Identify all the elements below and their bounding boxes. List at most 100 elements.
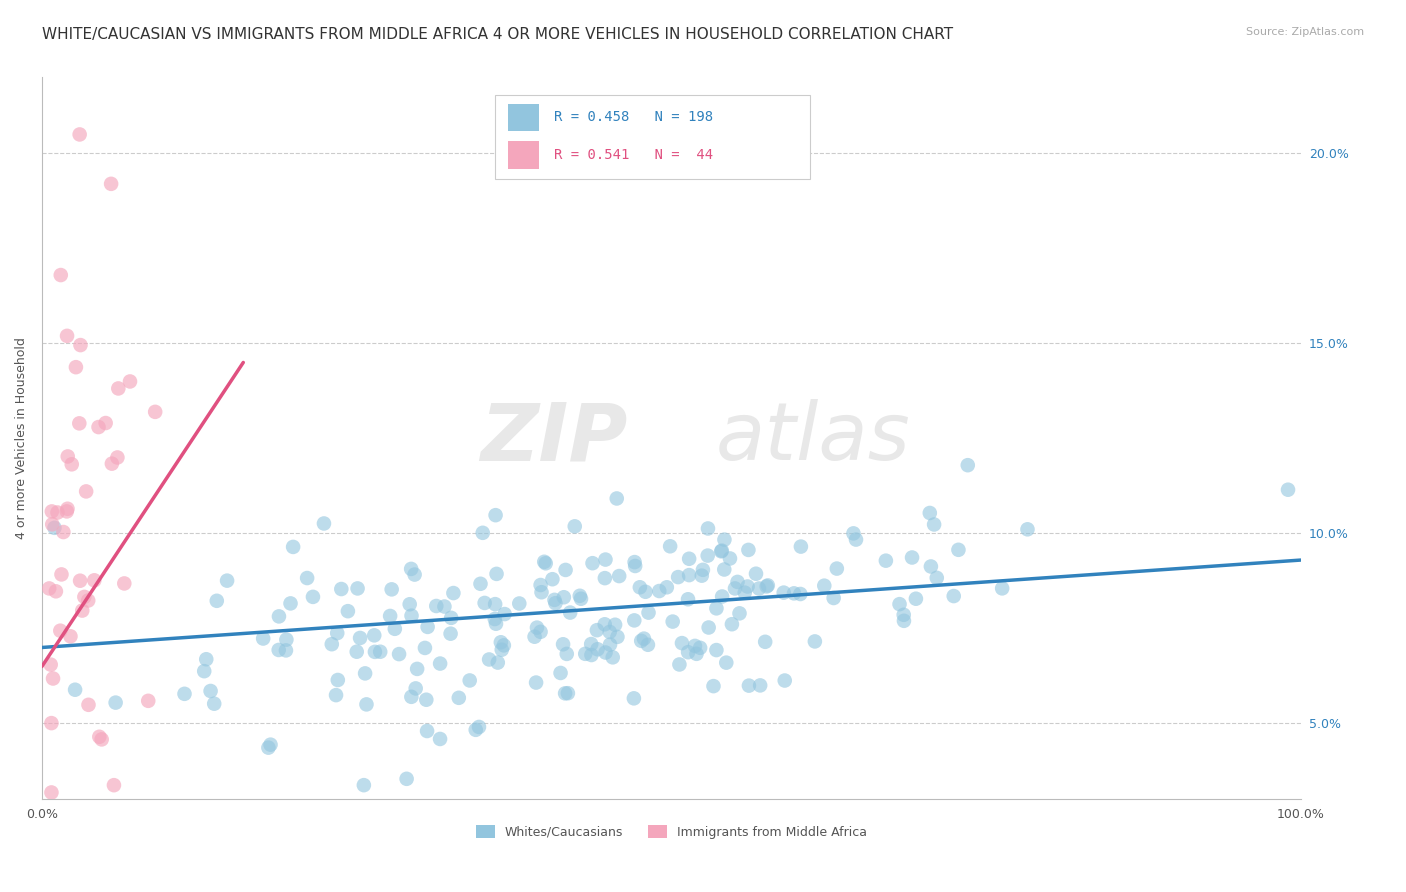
Point bbox=[326, 673, 349, 687]
Point bbox=[59, 629, 82, 643]
Point bbox=[447, 690, 470, 705]
Point bbox=[486, 656, 509, 670]
Point bbox=[748, 582, 770, 596]
Point bbox=[321, 637, 343, 651]
Point bbox=[267, 643, 290, 657]
Point bbox=[523, 630, 546, 644]
Point bbox=[77, 593, 100, 607]
Point bbox=[38, 582, 60, 596]
Point bbox=[405, 681, 427, 696]
Point bbox=[607, 569, 630, 583]
Point bbox=[94, 416, 117, 430]
Point bbox=[433, 599, 456, 614]
Point bbox=[416, 620, 439, 634]
Point bbox=[252, 632, 274, 646]
Point bbox=[39, 657, 62, 672]
Point bbox=[526, 621, 548, 635]
Point bbox=[630, 633, 652, 648]
FancyBboxPatch shape bbox=[508, 103, 538, 131]
Point bbox=[637, 606, 659, 620]
Point bbox=[56, 329, 79, 343]
Point bbox=[623, 613, 645, 627]
Point bbox=[689, 640, 711, 655]
Point bbox=[713, 562, 735, 576]
Legend: Whites/Caucasians, Immigrants from Middle Africa: Whites/Caucasians, Immigrants from Middl… bbox=[471, 820, 872, 844]
Point bbox=[41, 716, 63, 731]
Point bbox=[89, 730, 111, 744]
Point bbox=[399, 562, 422, 576]
Point bbox=[67, 417, 90, 431]
Point bbox=[415, 692, 437, 706]
Point bbox=[336, 604, 359, 618]
Point bbox=[599, 638, 621, 652]
Point bbox=[595, 646, 617, 660]
Point bbox=[491, 642, 513, 657]
Point bbox=[77, 698, 100, 712]
Point bbox=[302, 590, 325, 604]
Point bbox=[773, 673, 796, 688]
Point bbox=[66, 822, 89, 836]
Point bbox=[474, 596, 496, 610]
Point bbox=[922, 517, 945, 532]
Point bbox=[550, 665, 572, 680]
Point bbox=[697, 620, 720, 634]
Point bbox=[593, 571, 616, 585]
Point bbox=[606, 630, 628, 644]
Point bbox=[564, 519, 586, 533]
Point bbox=[326, 626, 349, 640]
Point bbox=[107, 381, 129, 395]
Point bbox=[346, 645, 368, 659]
FancyBboxPatch shape bbox=[508, 141, 538, 169]
Point bbox=[349, 631, 371, 645]
Point bbox=[107, 450, 129, 465]
Point bbox=[623, 691, 645, 706]
Point bbox=[353, 778, 375, 792]
Point bbox=[63, 682, 86, 697]
Point bbox=[918, 506, 941, 520]
Point bbox=[721, 617, 744, 632]
Point bbox=[1017, 522, 1039, 536]
Point bbox=[364, 645, 387, 659]
Point bbox=[200, 684, 222, 698]
Point bbox=[745, 566, 768, 581]
Point bbox=[659, 539, 682, 553]
Point bbox=[56, 501, 79, 516]
Point bbox=[581, 556, 603, 570]
Point bbox=[678, 568, 700, 582]
Point bbox=[557, 686, 579, 700]
Point bbox=[789, 587, 811, 601]
Point bbox=[49, 268, 72, 282]
Point bbox=[586, 642, 609, 657]
Point bbox=[395, 772, 418, 786]
Point bbox=[267, 609, 290, 624]
Point bbox=[530, 578, 553, 592]
Point bbox=[671, 636, 693, 650]
Point bbox=[756, 578, 779, 592]
Point bbox=[494, 607, 516, 621]
Point bbox=[574, 647, 596, 661]
Point bbox=[274, 643, 297, 657]
Point bbox=[925, 571, 948, 585]
Point bbox=[678, 551, 700, 566]
Point bbox=[942, 589, 965, 603]
Text: ZIP: ZIP bbox=[479, 400, 627, 477]
Point bbox=[541, 572, 564, 586]
Point bbox=[46, 506, 69, 520]
Point bbox=[484, 597, 506, 611]
Point bbox=[533, 555, 555, 569]
Point bbox=[749, 678, 772, 692]
Point bbox=[755, 579, 778, 593]
Point bbox=[388, 647, 411, 661]
Point bbox=[728, 607, 751, 621]
Point bbox=[690, 568, 713, 582]
Point bbox=[485, 616, 508, 631]
Y-axis label: 4 or more Vehicles in Household: 4 or more Vehicles in Household bbox=[15, 337, 28, 540]
Point bbox=[586, 623, 609, 637]
Point bbox=[440, 611, 463, 625]
Point bbox=[624, 559, 647, 574]
Point bbox=[534, 556, 557, 570]
Point bbox=[553, 591, 575, 605]
Point bbox=[90, 732, 112, 747]
Point bbox=[599, 624, 621, 639]
Point bbox=[602, 650, 624, 665]
